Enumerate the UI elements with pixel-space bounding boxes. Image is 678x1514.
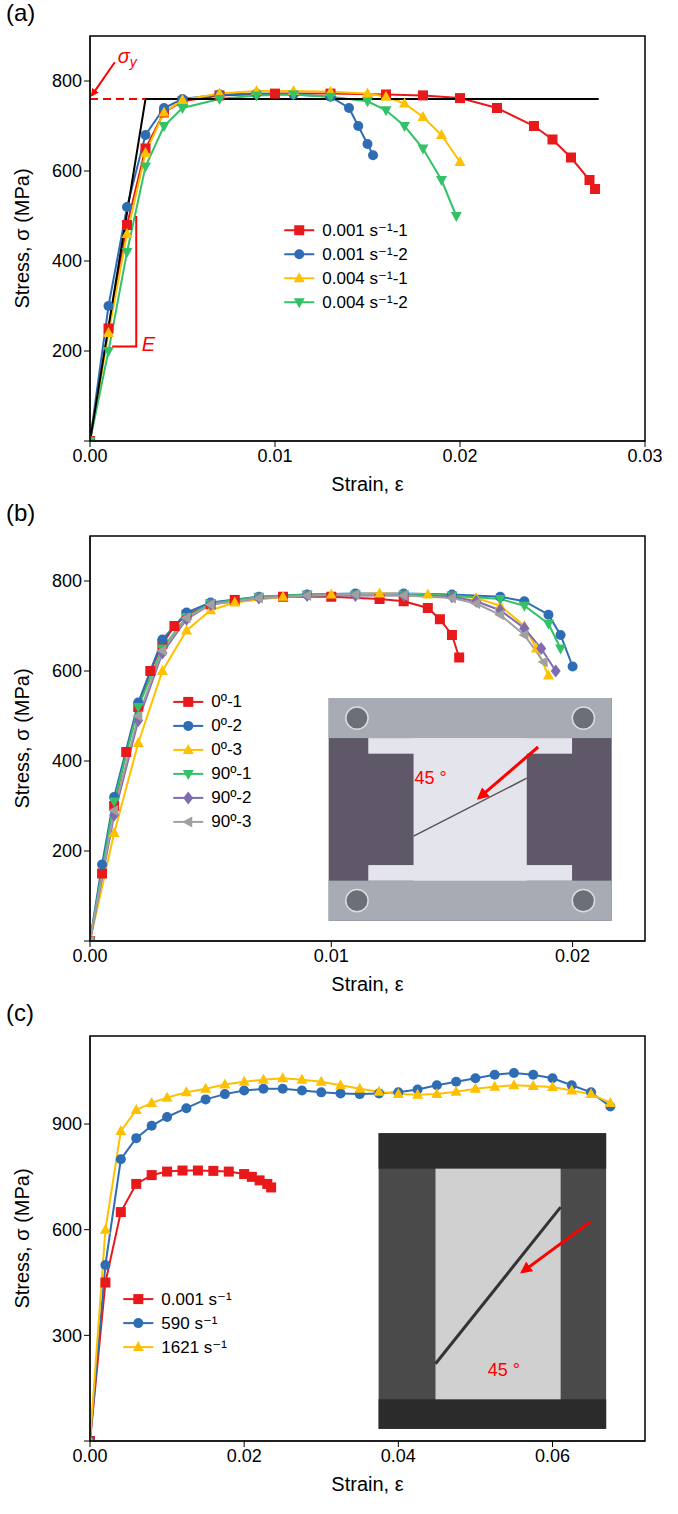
svg-text:45 °: 45 ° — [414, 768, 446, 788]
svg-text:0º-2: 0º-2 — [211, 716, 242, 735]
svg-text:800: 800 — [52, 571, 82, 591]
svg-text:0.001 s⁻¹-2: 0.001 s⁻¹-2 — [322, 245, 408, 264]
svg-text:Strain, ε: Strain, ε — [331, 473, 403, 495]
svg-text:0º-1: 0º-1 — [211, 692, 242, 711]
svg-text:0.00: 0.00 — [72, 446, 107, 466]
svg-text:0º-3: 0º-3 — [211, 740, 242, 759]
svg-text:σy: σy — [118, 45, 138, 70]
svg-text:400: 400 — [52, 751, 82, 771]
svg-text:0.03: 0.03 — [627, 446, 662, 466]
svg-text:90º-3: 90º-3 — [211, 812, 251, 831]
svg-text:900: 900 — [52, 1114, 82, 1134]
svg-text:0.001 s⁻¹-1: 0.001 s⁻¹-1 — [322, 221, 408, 240]
svg-text:300: 300 — [52, 1326, 82, 1346]
svg-text:0.01: 0.01 — [257, 446, 292, 466]
svg-text:45 °: 45 ° — [488, 1360, 520, 1380]
svg-text:0.00: 0.00 — [72, 946, 107, 966]
svg-text:0.06: 0.06 — [535, 1446, 570, 1466]
svg-text:0.004 s⁻¹-1: 0.004 s⁻¹-1 — [322, 269, 408, 288]
html-text:(c): (c) — [6, 999, 34, 1026]
svg-text:0.02: 0.02 — [555, 946, 590, 966]
svg-text:1621 s⁻¹: 1621 s⁻¹ — [161, 1338, 227, 1357]
svg-text:90º-2: 90º-2 — [211, 788, 251, 807]
svg-text:200: 200 — [52, 341, 82, 361]
svg-text:0.04: 0.04 — [381, 1446, 416, 1466]
svg-text:590 s⁻¹: 590 s⁻¹ — [161, 1314, 218, 1333]
html-text:(b): (b) — [6, 499, 36, 526]
svg-text:600: 600 — [52, 661, 82, 681]
svg-text:Strain, ε: Strain, ε — [331, 1473, 403, 1495]
html-text:(a): (a) — [6, 0, 36, 26]
svg-text:200: 200 — [52, 841, 82, 861]
svg-text:E: E — [142, 333, 156, 355]
svg-text:90º-1: 90º-1 — [211, 764, 251, 783]
svg-text:0.02: 0.02 — [227, 1446, 262, 1466]
svg-text:Stress, σ (MPa): Stress, σ (MPa) — [11, 668, 33, 808]
svg-text:0.00: 0.00 — [72, 1446, 107, 1466]
svg-text:600: 600 — [52, 1220, 82, 1240]
svg-text:Strain, ε: Strain, ε — [331, 973, 403, 995]
svg-text:Stress, σ (MPa): Stress, σ (MPa) — [11, 168, 33, 308]
svg-text:0.02: 0.02 — [442, 446, 477, 466]
svg-text:0.001 s⁻¹: 0.001 s⁻¹ — [161, 1290, 232, 1309]
svg-text:0.004 s⁻¹-2: 0.004 s⁻¹-2 — [322, 293, 408, 312]
svg-text:Stress, σ (MPa): Stress, σ (MPa) — [11, 1168, 33, 1308]
svg-text:0.01: 0.01 — [314, 946, 349, 966]
svg-text:800: 800 — [52, 71, 82, 91]
svg-text:600: 600 — [52, 161, 82, 181]
svg-text:400: 400 — [52, 251, 82, 271]
